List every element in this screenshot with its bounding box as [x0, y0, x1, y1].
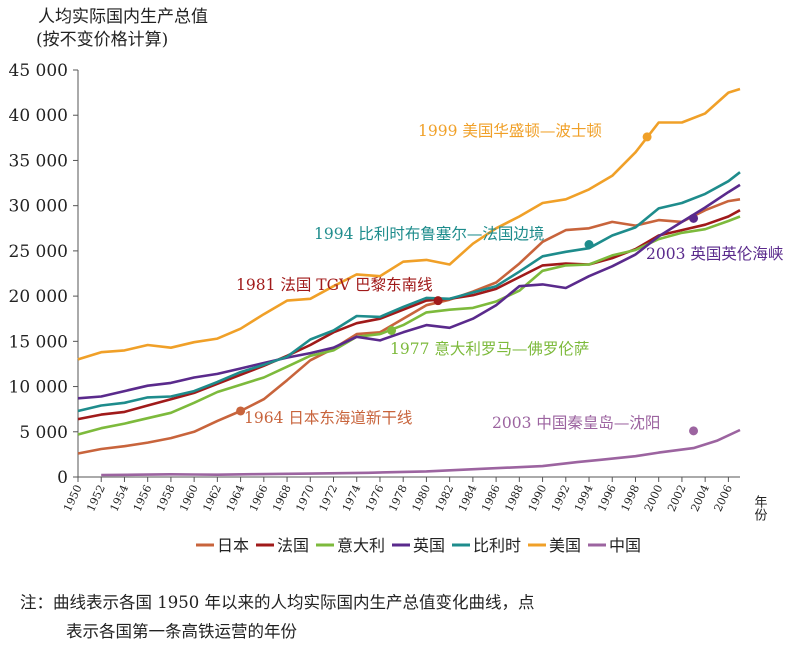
y-tick-label: 0 [57, 468, 68, 488]
legend-label-英国: 英国 [413, 536, 445, 555]
series-line-美国 [77, 87, 741, 361]
y-tick-label: 30 000 [9, 197, 68, 217]
annotation-中国: 2003 中国秦皇岛—沈阳 [492, 414, 660, 432]
annotation-比利时: 1994 比利时布鲁塞尔—法国边境 [314, 224, 544, 243]
y-tick-label: 35 000 [9, 151, 68, 171]
chart-title: 人均实际国内生产总值 [38, 7, 208, 27]
x-tick-label: 1968 [270, 483, 294, 514]
legend-label-日本: 日本 [217, 536, 249, 555]
series-lines [77, 87, 741, 477]
x-tick-label: 1976 [363, 483, 387, 514]
x-tick-label: 1972 [317, 483, 341, 514]
x-tick-label: 1956 [131, 483, 155, 514]
x-tick-label: 1954 [108, 483, 132, 514]
footnote: 注：曲线表示各国 1950 年以来的人均实际国内生产总值变化曲线，点 表示各国第… [20, 588, 790, 646]
x-tick-label: 1986 [479, 483, 503, 514]
legend-label-中国: 中国 [609, 536, 641, 555]
x-tick-label: 1996 [595, 483, 619, 514]
y-tick-label: 10 000 [9, 378, 68, 398]
y-axis: 0 5 000 10 000 15 000 20 000 25 000 30 000 35 0… [9, 61, 79, 488]
annotations: 1999 美国华盛顿—波士顿 1994 比利时布鲁塞尔—法国边境 2003 英国英伦… [236, 122, 784, 436]
chart: 人均实际国内生产总值 (按不变价格计算) 0 5 000 10 000 15 000 2… [9, 7, 784, 555]
x-tick-label: 1980 [410, 483, 434, 514]
annotation-日本: 1964 日本东海道新干线 [244, 409, 412, 427]
series-line-中国 [101, 428, 741, 477]
x-tick-label: 1958 [154, 483, 178, 514]
first-hsr-point-日本 [236, 406, 246, 416]
first-hsr-point-比利时 [584, 240, 594, 250]
y-tick-label: 20 000 [9, 287, 68, 307]
y-tick-label: 25 000 [9, 242, 68, 262]
x-tick-label: 1990 [526, 483, 550, 514]
series-line-意大利 [77, 215, 741, 436]
first-hsr-point-法国 [433, 296, 443, 306]
x-tick-label: 1994 [572, 483, 596, 514]
footnote-line-2: 表示各国第一条高铁运营的年份 [66, 622, 297, 641]
first-hsr-point-中国 [689, 426, 699, 436]
footnote-line-1: 注：曲线表示各国 1950 年以来的人均实际国内生产总值变化曲线，点 [20, 593, 535, 612]
series-line-比利时 [77, 171, 741, 413]
x-tick-label: 1966 [247, 483, 271, 514]
legend: 日本 法国 意大利 英国 比利时 美国 中国 [196, 536, 641, 555]
y-tick-label: 45 000 [9, 61, 68, 81]
legend-label-比利时: 比利时 [473, 536, 521, 555]
annotation-意大利: 1977 意大利罗马—佛罗伦萨 [390, 339, 589, 358]
y-tick-label: 40 000 [9, 106, 68, 126]
annotation-美国: 1999 美国华盛顿—波士顿 [418, 122, 602, 140]
annotation-法国: 1981 法国 TGV 巴黎东南线 [236, 276, 433, 294]
x-tick-label: 1998 [619, 483, 643, 514]
x-tick-label: 1982 [433, 483, 457, 514]
y-tick-label: 5 000 [19, 423, 68, 443]
series-line-英国 [77, 183, 741, 400]
legend-label-美国: 美国 [549, 536, 581, 555]
x-tick-label: 1960 [177, 483, 201, 514]
x-axis: 1950 1952 1954 1956 1958 1960 1962 1964 1966 1968… [61, 476, 740, 514]
first-hsr-point-意大利 [387, 325, 397, 335]
x-axis-label: 年份 [752, 495, 768, 521]
annotation-英国: 2003 英国英伦海峡 [646, 245, 784, 263]
x-tick-label: 1964 [224, 483, 248, 514]
x-tick-label: 1970 [293, 483, 317, 514]
x-tick-label: 2000 [642, 483, 666, 514]
x-tick-label: 1962 [200, 483, 224, 514]
x-tick-label: 1984 [456, 483, 480, 514]
x-tick-label: 1988 [502, 483, 526, 514]
x-tick-label: 1992 [549, 483, 573, 514]
x-tick-label: 1978 [386, 483, 410, 514]
x-tick-label: 1952 [84, 483, 108, 514]
x-tick-label: 2004 [688, 483, 712, 514]
x-tick-label: 1974 [340, 483, 364, 514]
legend-label-法国: 法国 [277, 536, 309, 555]
x-tick-label: 2006 [711, 483, 735, 514]
first-hsr-point-美国 [642, 132, 652, 142]
legend-label-意大利: 意大利 [337, 536, 385, 555]
chart-subtitle: (按不变价格计算) [36, 30, 168, 50]
y-tick-label: 15 000 [9, 332, 68, 352]
first-hsr-point-英国 [689, 213, 699, 223]
x-tick-label: 2002 [665, 483, 689, 514]
